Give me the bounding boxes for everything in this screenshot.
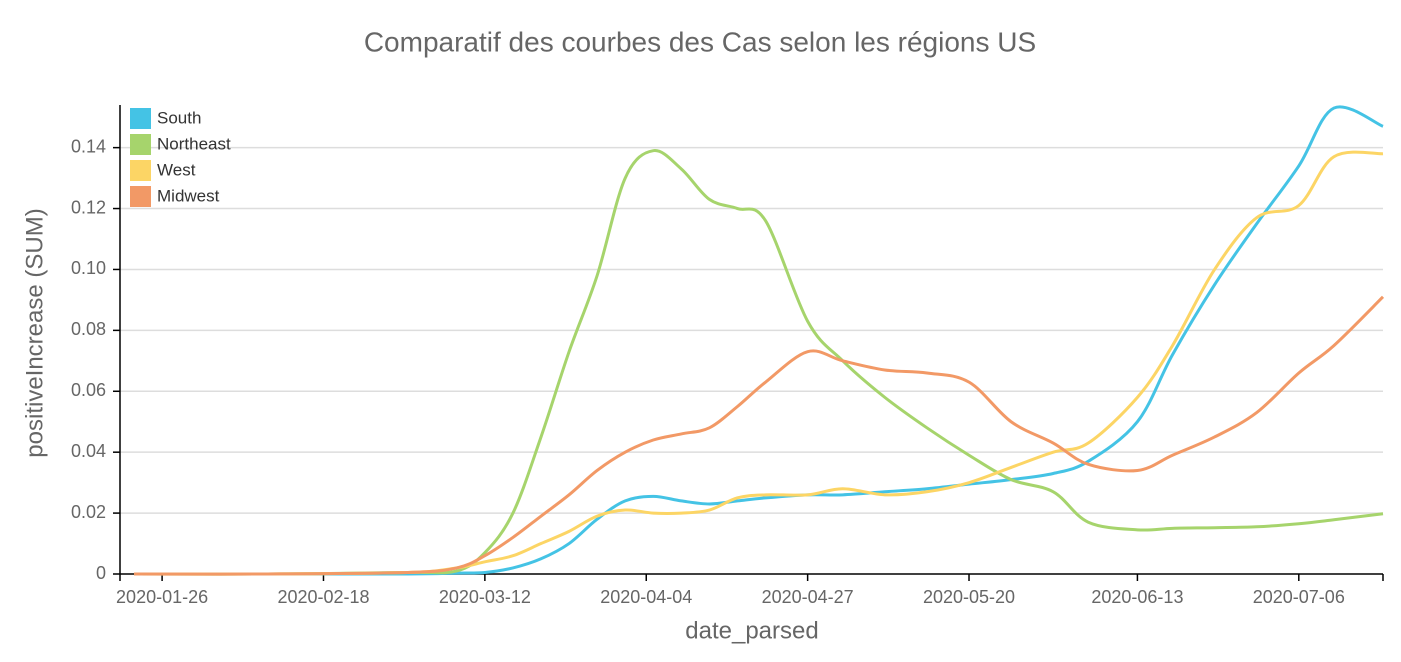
y-axis-label: positiveIncrease (SUM): [21, 208, 48, 457]
x-tick-label: 2020-03-12: [439, 587, 531, 607]
y-tick-label: 0.02: [71, 502, 106, 522]
legend-label: South: [157, 108, 201, 127]
legend-swatch: [130, 160, 151, 181]
y-tick-label: 0.04: [71, 441, 106, 461]
x-tick-label: 2020-05-20: [923, 587, 1015, 607]
legend-swatch: [130, 134, 151, 155]
legend-label: West: [157, 160, 196, 179]
x-axis-label: date_parsed: [685, 617, 818, 644]
x-tick-label: 2020-01-26: [116, 587, 208, 607]
series-line: [134, 149, 1384, 576]
chart-title: Comparatif des courbes des Cas selon les…: [364, 26, 1036, 57]
series-line: [134, 295, 1385, 576]
series-line: [134, 150, 1384, 576]
x-tick-label: 2020-07-06: [1253, 587, 1345, 607]
y-tick-label: 0: [96, 563, 106, 583]
legend-swatch: [130, 186, 151, 207]
legend-swatch: [130, 108, 151, 129]
x-tick-label: 2020-04-27: [762, 587, 854, 607]
y-tick-label: 0.06: [71, 380, 106, 400]
y-tick-label: 0.12: [71, 197, 106, 217]
legend-label: Midwest: [157, 186, 220, 205]
x-tick-label: 2020-02-18: [277, 587, 369, 607]
x-tick-label: 2020-06-13: [1091, 587, 1183, 607]
legend-label: Northeast: [157, 134, 231, 153]
series-line: [134, 105, 1384, 576]
y-tick-label: 0.08: [71, 319, 106, 339]
y-tick-label: 0.14: [71, 136, 106, 156]
y-tick-label: 0.10: [71, 258, 106, 278]
x-tick-label: 2020-04-04: [600, 587, 692, 607]
